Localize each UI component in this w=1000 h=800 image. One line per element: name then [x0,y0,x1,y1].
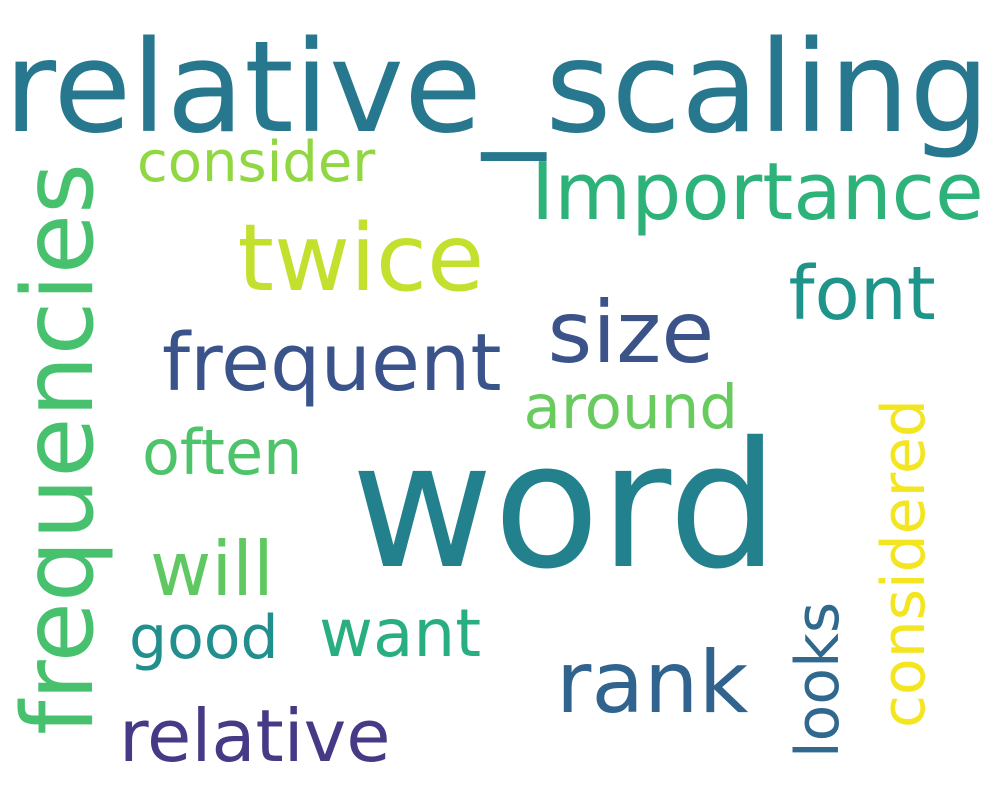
word-looks: looks [783,601,853,758]
word-font: font [788,251,936,337]
word-relative-scaling: relative_scaling [4,13,990,161]
word-considered: considered [869,398,939,728]
word-frequent: frequent [162,316,502,409]
word-around: around [523,372,738,443]
word-relative: relative [119,694,391,778]
word-good: good [129,603,279,673]
word-consider: consider [137,130,376,195]
word-word: word [351,405,779,608]
word-size: size [547,283,715,383]
word-rank: rank [556,633,749,733]
word-will: will [150,525,274,613]
word-often: often [142,416,303,489]
word-frequencies: frequencies [2,162,116,735]
word-twice: twice [237,204,485,312]
word-importance: Importance [531,146,984,238]
word-want: want [319,595,482,672]
